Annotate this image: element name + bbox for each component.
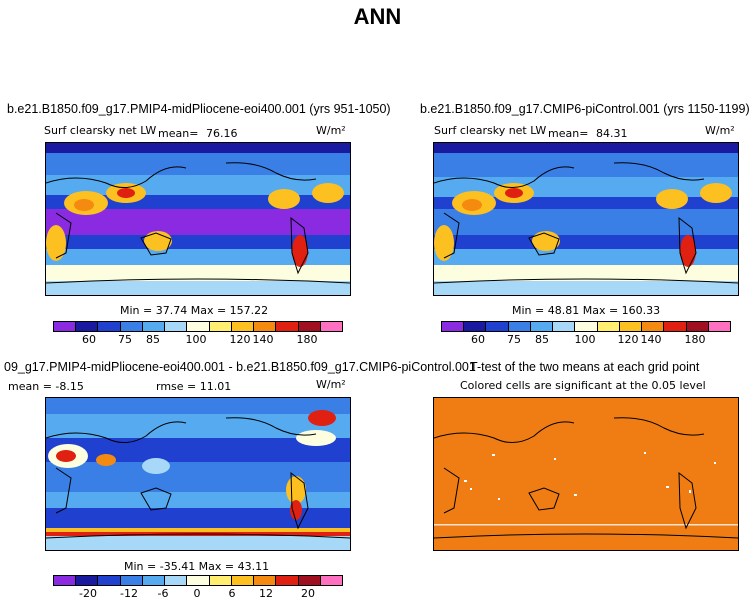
panel3-minmax: Min = -35.41 Max = 43.11 [124,560,270,573]
panel2-variable: Surf clearsky net LW [434,124,547,137]
panel1-case-title: b.e21.B1850.f09_g17.PMIP4-midPliocene-eo… [7,102,391,116]
panel2-units: W/m² [705,124,735,137]
panel3-map [45,397,351,551]
panel2-mean-label: mean= [548,127,589,140]
figure-title: ANN [353,4,402,29]
panel1-mean-label: mean= [158,127,199,140]
panel3-tick: -6 [157,587,169,600]
panel2-mean-value: 84.31 [596,127,628,140]
panel4-title: T-test of the two means at each grid poi… [470,360,700,374]
panel3-colorbar [53,575,343,586]
panel3-tick: -12 [120,587,138,600]
panel3-mean: mean = -8.15 [8,380,84,393]
panel3-tick: -20 [79,587,97,600]
panel1-tick: 100 [185,333,207,346]
panel1-tick: 85 [146,333,160,346]
panel1-minmax: Min = 37.74 Max = 157.22 [120,304,269,317]
panel2-tick: 60 [471,333,485,346]
panel3-tick: 0 [193,587,201,600]
panel2-tick: 120 [617,333,639,346]
panel3-rmse: rmse = 11.01 [156,380,232,393]
panel3-tick: 20 [301,587,315,600]
panel3-tick: 6 [228,587,236,600]
panel2-map [433,142,739,296]
panel2-tick: 100 [574,333,596,346]
panel1-tick: 75 [118,333,132,346]
panel4-subtitle: Colored cells are significant at the 0.0… [460,379,706,392]
panel3-units: W/m² [316,378,346,391]
panel2-case-title: b.e21.B1850.f09_g17.CMIP6-piControl.001 … [420,102,750,116]
panel3-tick: 12 [259,587,273,600]
panel1-tick: 180 [296,333,318,346]
panel1-tick: 140 [252,333,274,346]
panel1-mean-value: 76.16 [206,127,238,140]
panel2-tick: 75 [507,333,521,346]
panel2-tick: 85 [535,333,549,346]
panel4-map [433,397,739,551]
panel3-case-title: 09_g17.PMIP4-midPliocene-eoi400.001 - b.… [4,360,476,374]
panel1-tick: 60 [82,333,96,346]
panel1-map [45,142,351,296]
panel1-units: W/m² [316,124,346,137]
panel2-minmax: Min = 48.81 Max = 160.33 [512,304,661,317]
panel2-tick: 140 [640,333,662,346]
panel1-variable: Surf clearsky net LW [44,124,157,137]
panel1-tick: 120 [229,333,251,346]
panel1-colorbar [53,321,343,332]
panel2-colorbar [441,321,731,332]
panel2-tick: 180 [684,333,706,346]
